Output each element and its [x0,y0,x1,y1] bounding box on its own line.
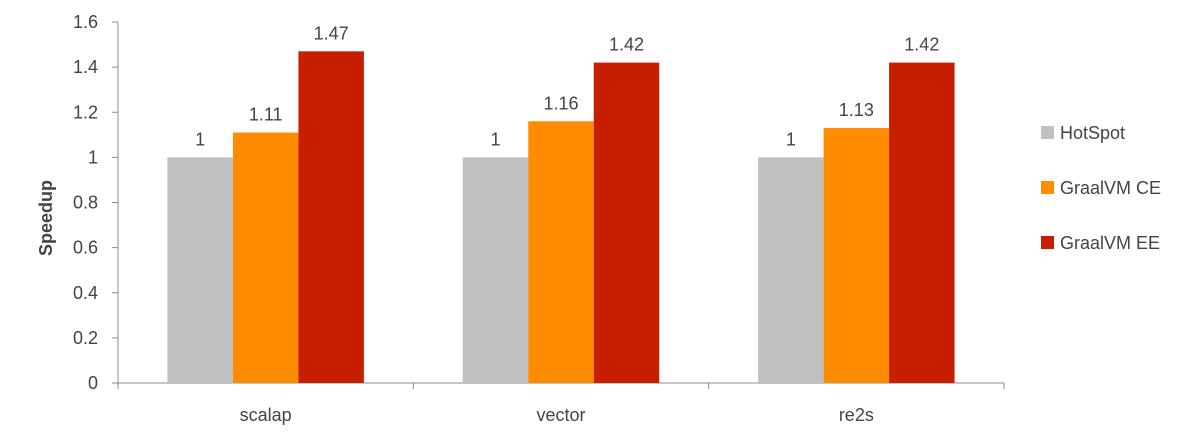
y-axis-title: Speedup [36,180,56,256]
bar [758,157,824,383]
x-axis: scalap vector re2s [117,382,1005,425]
bar-value-label: 1.11 [249,105,283,125]
y-tick-label: 1.2 [73,102,98,122]
bar [823,128,890,383]
bar-value-label: 1 [490,129,500,149]
bar-value-label: 1 [195,129,205,149]
data-labels: 1 1.11 1.47 1 1.16 1.42 1 1.13 1.42 [195,23,939,149]
y-tick-label: 0.6 [73,238,98,258]
x-category-label: re2s [839,405,874,425]
legend-label: HotSpot [1060,123,1125,143]
bar [462,157,529,383]
bar-value-label: 1.13 [839,100,874,120]
bar-value-label: 1 [786,129,796,149]
x-category-label: scalap [240,405,292,425]
legend-label: GraalVM CE [1060,178,1161,198]
legend-label: GraalVM EE [1060,233,1160,253]
bar-value-label: 1.42 [904,35,939,55]
y-tick-label: 0 [88,373,98,393]
bar [167,157,233,383]
legend-swatch [1041,181,1054,194]
bar [889,62,955,384]
y-tick-label: 1.6 [73,12,98,32]
bar [528,121,594,384]
legend: HotSpot GraalVM CE GraalVM EE [1041,123,1161,253]
bar [298,51,364,384]
x-category-label: vector [536,405,585,425]
bar [593,62,660,384]
y-axis: 0 0.2 0.4 0.6 0.8 1 1.2 1.4 1.6 [73,12,119,393]
legend-swatch [1041,236,1054,249]
bar-value-label: 1.47 [314,23,349,43]
y-tick-label: 1.4 [73,57,98,77]
bar [232,132,299,383]
y-tick-label: 0.4 [73,283,98,303]
bar-value-label: 1.42 [609,35,644,55]
y-tick-label: 1 [88,147,98,167]
legend-swatch [1041,126,1054,139]
bar-value-label: 1.16 [543,93,578,113]
y-tick-label: 0.2 [73,328,98,348]
bars [167,51,955,384]
y-tick-label: 0.8 [73,193,98,213]
